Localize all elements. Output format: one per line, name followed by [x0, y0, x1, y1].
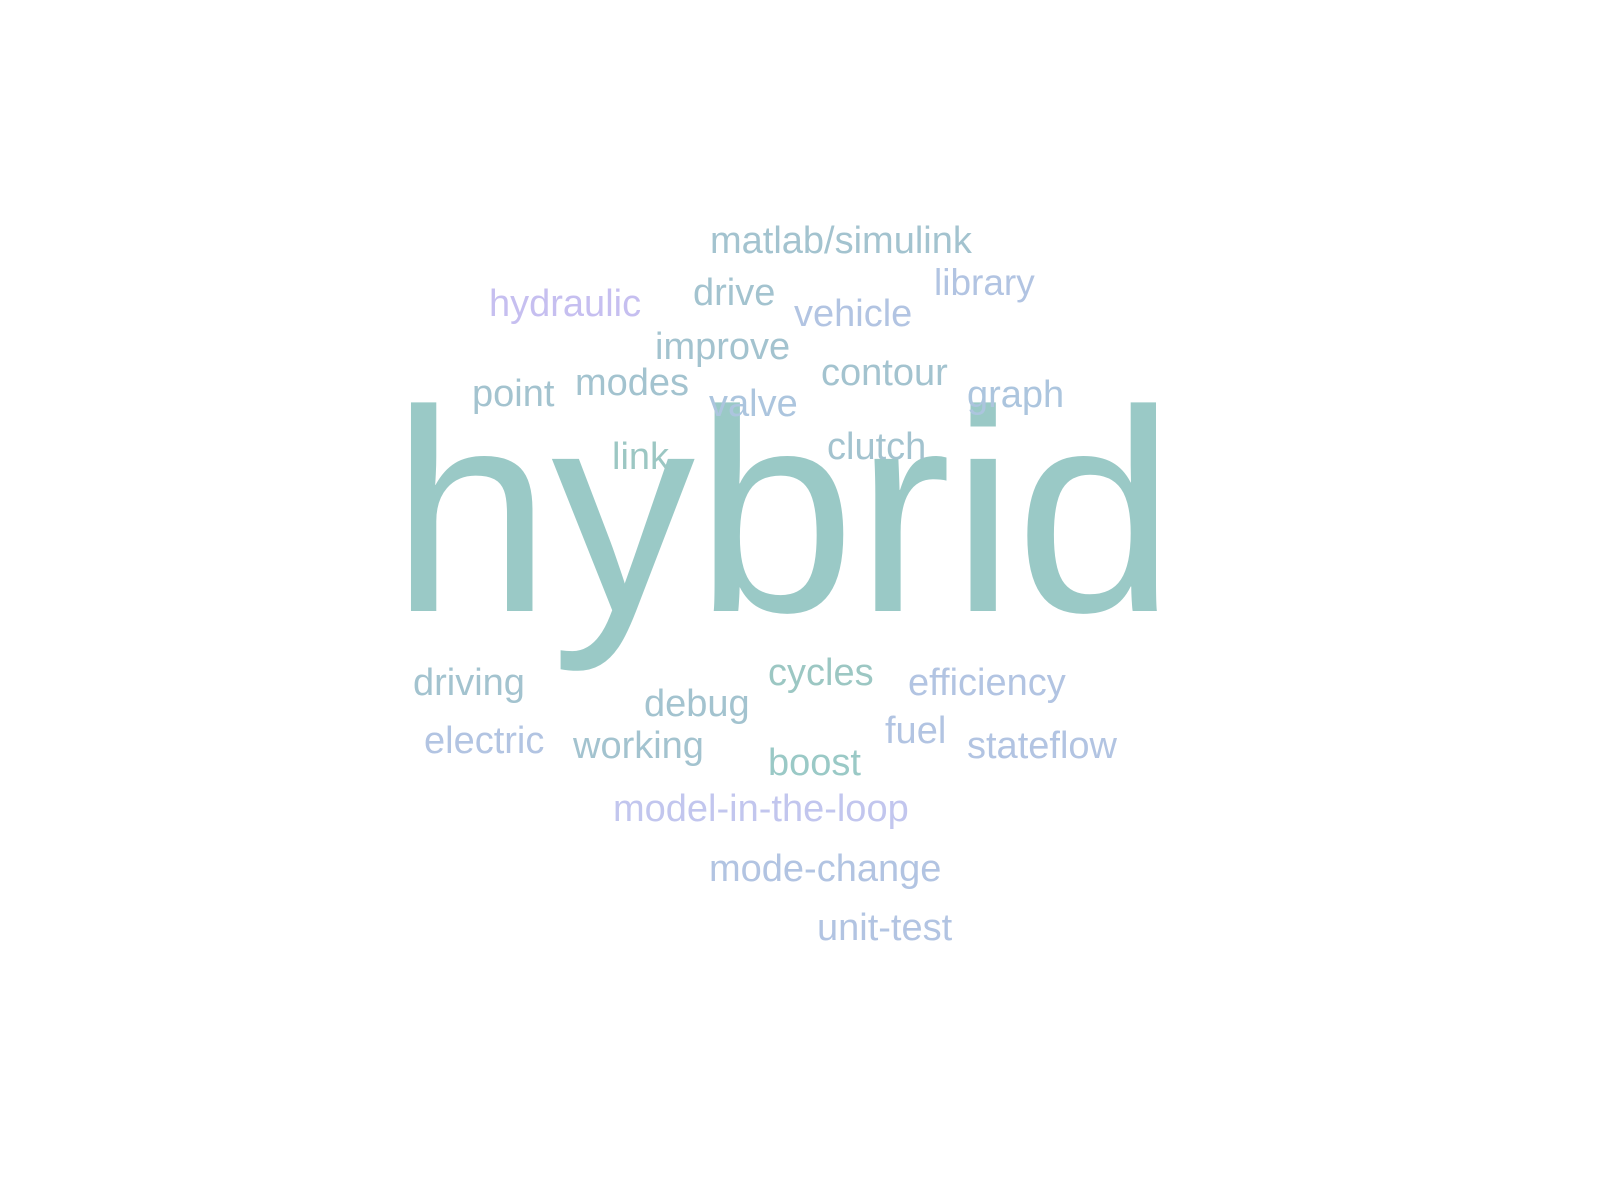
- word-library: library: [934, 262, 1035, 303]
- word-unit-test: unit-test: [817, 907, 953, 949]
- word-mode-change: mode-change: [709, 848, 942, 890]
- word-driving: driving: [413, 662, 525, 704]
- word-link: link: [612, 436, 670, 478]
- word-point: point: [472, 373, 555, 415]
- word-hydraulic: hydraulic: [489, 283, 642, 325]
- word-model-in-the-loop: model-in-the-loop: [613, 788, 909, 830]
- word-improve: improve: [655, 326, 791, 368]
- word-hybrid: hybrid: [391, 351, 1176, 673]
- word-fuel: fuel: [885, 710, 947, 752]
- word-cycles: cycles: [768, 652, 874, 694]
- word-electric: electric: [424, 720, 545, 762]
- word-contour: contour: [821, 352, 948, 394]
- word-vehicle: vehicle: [794, 293, 913, 335]
- word-clutch: clutch: [827, 426, 927, 468]
- word-debug: debug: [644, 683, 750, 725]
- word-stateflow: stateflow: [967, 725, 1117, 767]
- word-modes: modes: [575, 362, 690, 404]
- word-matlab-simulink: matlab/simulink: [710, 220, 972, 262]
- word-efficiency: efficiency: [908, 662, 1066, 704]
- word-boost: boost: [768, 742, 861, 784]
- word-valve: valve: [709, 383, 798, 425]
- word-graph: graph: [967, 374, 1065, 416]
- word-drive: drive: [693, 272, 776, 314]
- word-working: working: [573, 725, 704, 767]
